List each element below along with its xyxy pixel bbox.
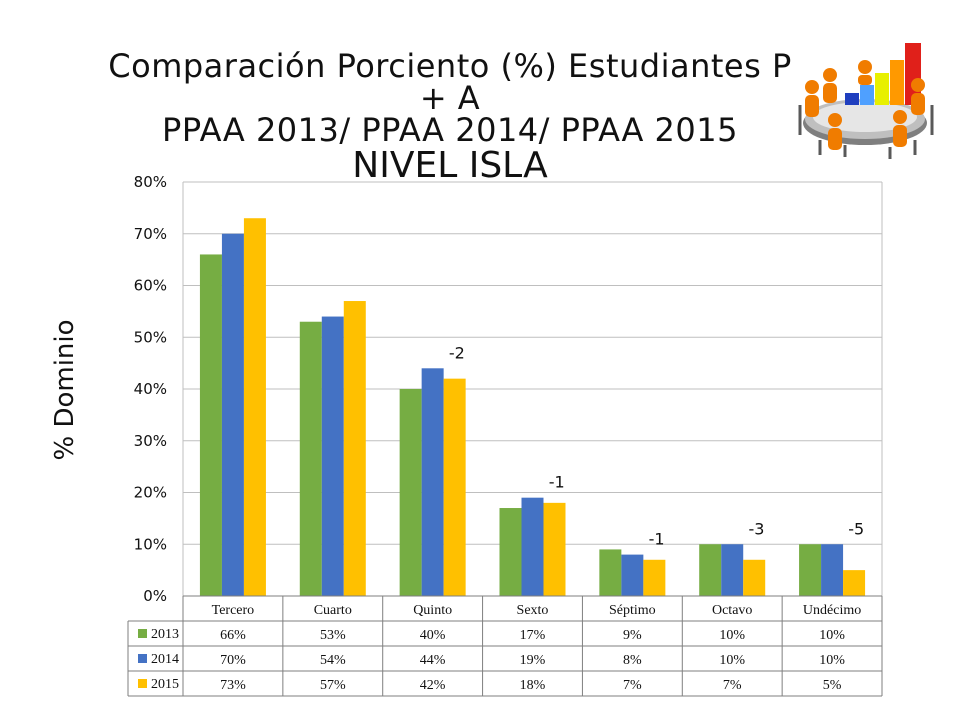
legend-swatch-2014 bbox=[138, 654, 147, 663]
y-tick-label: 30% bbox=[134, 432, 167, 450]
bar-2015-0 bbox=[243, 218, 266, 596]
y-axis-ticks: 0% 10% 20% 30% 40% 50% 60% 70% 80% bbox=[134, 173, 167, 605]
data-label: 9% bbox=[623, 628, 642, 643]
meeting-bar-chart-icon bbox=[798, 43, 934, 159]
data-label: 18% bbox=[520, 678, 546, 693]
bar-2013-0 bbox=[199, 254, 222, 596]
bar-2014-0 bbox=[221, 233, 244, 596]
bar-2014-3 bbox=[521, 497, 544, 596]
legend-label-2014: 2014 bbox=[151, 652, 179, 667]
bar-2015-5 bbox=[743, 559, 766, 596]
data-label: 5% bbox=[823, 678, 842, 693]
y-tick-label: 10% bbox=[134, 535, 167, 553]
x-tick-label: Quinto bbox=[413, 603, 452, 618]
y-tick-label: 60% bbox=[134, 277, 167, 295]
legend-label-2015: 2015 bbox=[151, 677, 179, 692]
bars bbox=[199, 218, 866, 596]
data-label: 10% bbox=[719, 653, 745, 668]
chart-title-line-3: NIVEL ISLA bbox=[352, 145, 548, 186]
annotation-label: -5 bbox=[848, 519, 864, 538]
y-tick-label: 70% bbox=[134, 225, 167, 243]
data-label: 10% bbox=[819, 628, 845, 643]
legend-swatch-2013 bbox=[138, 629, 147, 638]
chart-title: Comparación Porciento (%) Estudiantes P … bbox=[100, 50, 800, 184]
data-label: 17% bbox=[520, 628, 546, 643]
x-tick-label: Sexto bbox=[517, 603, 549, 618]
annotations: -2 -1 -1 -3 -5 bbox=[449, 343, 864, 548]
data-label: 42% bbox=[420, 678, 446, 693]
bar-2015-3 bbox=[543, 502, 566, 596]
data-label: 40% bbox=[420, 628, 446, 643]
data-label: 57% bbox=[320, 678, 346, 693]
bar-2015-1 bbox=[343, 301, 366, 596]
data-label: 66% bbox=[220, 628, 246, 643]
data-label: 54% bbox=[320, 653, 346, 668]
legend-swatch-2015 bbox=[138, 679, 147, 688]
bar-2013-3 bbox=[499, 508, 522, 596]
data-label: 70% bbox=[220, 653, 246, 668]
annotation-label: -1 bbox=[549, 473, 565, 492]
bar-2014-5 bbox=[721, 544, 744, 596]
bar-2014-2 bbox=[421, 368, 444, 596]
x-tick-label: Séptimo bbox=[609, 603, 656, 618]
data-label: 19% bbox=[520, 653, 546, 668]
chart-title-line-2: PPAA 2013/ PPAA 2014/ PPAA 2015 bbox=[162, 111, 738, 149]
x-tick-label: Undécimo bbox=[803, 603, 861, 618]
bar-2013-4 bbox=[599, 549, 622, 596]
x-tick-label: Octavo bbox=[712, 603, 752, 618]
data-label: 73% bbox=[220, 678, 246, 693]
chart-title-line-1: Comparación Porciento (%) Estudiantes P … bbox=[108, 47, 792, 117]
x-tick-label: Cuarto bbox=[314, 603, 352, 618]
bar-2015-6 bbox=[843, 570, 866, 596]
annotation-label: -3 bbox=[748, 519, 764, 538]
bar-2014-4 bbox=[621, 554, 644, 596]
x-tick-label: Tercero bbox=[212, 603, 255, 618]
bar-2013-5 bbox=[699, 544, 722, 596]
bar-2013-2 bbox=[399, 389, 422, 596]
data-label: 10% bbox=[719, 628, 745, 643]
bar-2015-4 bbox=[643, 559, 666, 596]
bar-2013-1 bbox=[299, 321, 322, 596]
y-tick-label: 80% bbox=[134, 173, 167, 191]
data-label: 7% bbox=[723, 678, 742, 693]
bar-2013-6 bbox=[799, 544, 822, 596]
data-table: Tercero Cuarto Quinto Sexto Séptimo Octavo Und… bbox=[127, 595, 883, 697]
bar-2014-1 bbox=[321, 316, 344, 596]
bar-2015-2 bbox=[443, 378, 466, 596]
data-label: 44% bbox=[420, 653, 446, 668]
data-label: 7% bbox=[623, 678, 642, 693]
bar-2014-6 bbox=[821, 544, 844, 596]
legend-label-2013: 2013 bbox=[151, 627, 179, 642]
annotation-label: -2 bbox=[449, 343, 465, 362]
data-label: 53% bbox=[320, 628, 346, 643]
annotation-label: -1 bbox=[649, 530, 665, 549]
y-tick-label: 20% bbox=[134, 484, 167, 502]
data-label: 10% bbox=[819, 653, 845, 668]
y-tick-label: 40% bbox=[134, 380, 167, 398]
y-tick-label: 0% bbox=[143, 587, 167, 605]
y-tick-label: 50% bbox=[134, 328, 167, 346]
data-label: 8% bbox=[623, 653, 642, 668]
